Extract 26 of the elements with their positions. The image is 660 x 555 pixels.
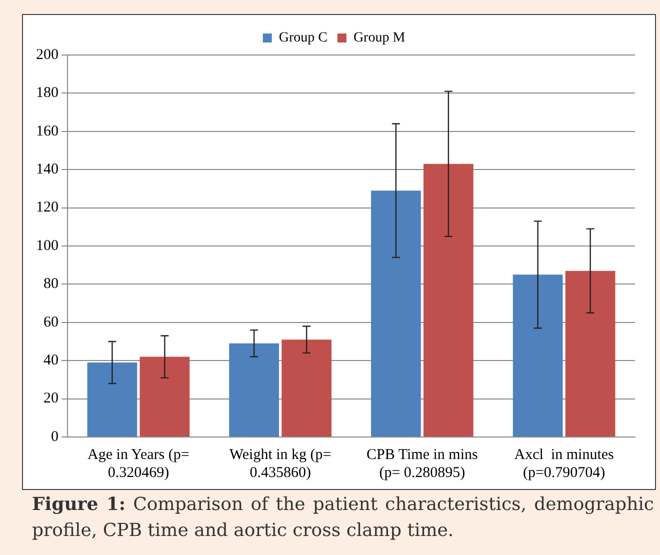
bar [371,190,421,436]
y-tick-label: 160 [36,123,58,140]
bar [87,362,138,436]
y-tick-label: 100 [36,238,58,254]
y-tick-label: 200 [36,46,58,63]
legend-label: Group M [353,30,406,46]
x-tick-label: Axcl in minutes (p=0.790704) [514,446,614,481]
bar [140,356,190,436]
bar [229,343,279,436]
y-tick-label: 180 [36,85,58,102]
y-tick-label: 140 [36,162,58,178]
x-tick-label: CPB Time in mins (p= 0.280895) [366,446,478,481]
bar [512,274,563,436]
bar [282,340,332,436]
y-tick-label: 20 [44,390,58,407]
x-tick-label: Age in Years (p= 0.320469) [88,446,190,481]
x-tick-label: Weight in kg (p= 0.435860) [229,446,332,481]
y-tick-label: 40 [44,352,58,369]
y-tick-label: 120 [36,200,58,216]
y-tick-label: 80 [44,276,58,292]
caption: Figure 1: Comparison of the patient characteristics, demographic profile, CPB time and aortic cross clamp time. [32,493,654,544]
y-tick-label: 60 [44,314,58,330]
bar [424,164,474,436]
bar [565,270,616,436]
legend-label: Group C [278,30,328,46]
y-tick-label: 0 [51,428,58,445]
